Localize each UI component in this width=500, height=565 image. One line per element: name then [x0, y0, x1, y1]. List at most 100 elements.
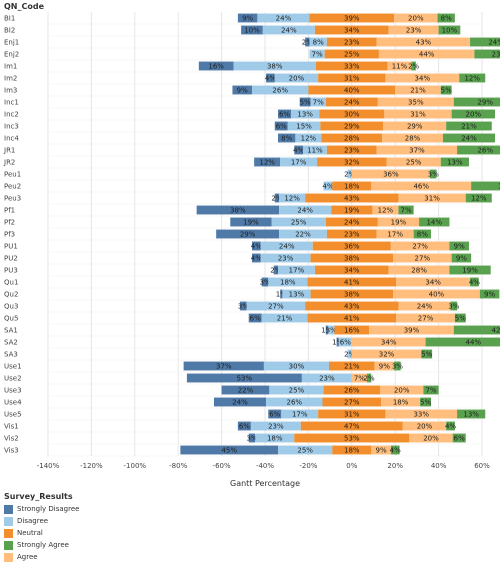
bar-value-label: 1% [276, 291, 287, 299]
bar-value-label: 34% [425, 279, 441, 287]
bar-value-label: 19% [243, 219, 259, 227]
bar-value-label: 39% [404, 327, 420, 335]
bar-value-label: 40% [429, 291, 445, 299]
bar-segment [325, 217, 378, 227]
bar-value-label: 6% [279, 111, 290, 119]
row-label: Qu1 [4, 279, 18, 287]
bar-value-label: 24% [279, 243, 295, 251]
bar-value-label: 21% [277, 315, 293, 323]
bar-value-label: 44% [419, 51, 435, 59]
row-label: Inc1 [4, 99, 19, 107]
bar-value-label: 2% [364, 375, 375, 383]
chart-row: Im3 9% 26% 40% 21% 5% [4, 85, 482, 97]
row-label: Pf2 [4, 219, 15, 227]
bar-segment [390, 445, 400, 455]
bar-segment [280, 289, 283, 299]
bar-segment [347, 349, 352, 359]
row-label: Enj1 [4, 39, 19, 47]
bar-value-label: 8% [313, 39, 324, 47]
bar-segment [413, 229, 432, 239]
x-tick-label: 60% [474, 462, 490, 470]
bar-value-label: 30% [344, 111, 360, 119]
bar-value-label: 20% [289, 75, 305, 83]
legend-swatch [4, 504, 13, 514]
bar-value-label: 21% [410, 87, 426, 95]
bar-segment [393, 253, 452, 263]
bar-segment [294, 433, 410, 443]
bar-value-label: 33% [344, 63, 360, 71]
bar-value-label: 8% [417, 231, 428, 239]
bar-segment [451, 253, 472, 263]
chart-row: Inc4 8% 12% 28% 28% 24% [4, 133, 496, 145]
row-label: Pf3 [4, 231, 15, 239]
bar-segment [440, 85, 452, 95]
bar-value-label: 7% [425, 387, 436, 395]
bar-segment [471, 181, 500, 191]
bar-value-label: 41% [344, 279, 360, 287]
row-header: QN_Code [4, 2, 45, 11]
bar-segment [248, 433, 256, 443]
bar-value-label: 23% [278, 255, 294, 263]
bar-value-label: 35% [408, 99, 424, 107]
bar-value-label: 24% [417, 303, 433, 311]
bar-segment [374, 361, 395, 371]
chart-row: Peu2 4% 18% 46% 32% [4, 181, 500, 193]
row-label: Qu5 [4, 315, 18, 323]
bar-value-label: 20% [423, 435, 439, 443]
chart-row: Vis3 45% 25% 18% 9% 4% [4, 445, 482, 457]
bar-segment [420, 397, 432, 407]
chart-row: Qu3 3% 27% 43% 24% 3% [4, 301, 482, 313]
row-label: SA3 [4, 351, 18, 359]
bar-value-label: 4% [322, 183, 333, 191]
bar-value-label: 18% [344, 447, 360, 455]
bar-segment [274, 193, 280, 203]
bar-segment [377, 217, 420, 227]
bar-value-label: 29% [344, 123, 360, 131]
bar-segment [240, 301, 247, 311]
chart-rows: BI1 9% 24% 39% 20% 8% BI2 10% 24% 34% 23% 10% Enj1 2%… [3, 13, 500, 457]
row-label: JR1 [3, 147, 15, 155]
bar-value-label: 34% [415, 75, 431, 83]
bar-value-label: 7% [312, 51, 323, 59]
bar-value-label: 4% [251, 255, 262, 263]
bar-value-label: 29% [240, 231, 256, 239]
bar-value-label: 24% [344, 219, 360, 227]
bar-value-label: 16% [344, 327, 360, 335]
bar-value-label: 33% [413, 411, 429, 419]
row-label: Qu2 [4, 291, 18, 299]
bar-value-label: 53% [344, 435, 360, 443]
bar-value-label: 20% [466, 111, 482, 119]
bar-value-label: 36% [383, 171, 399, 179]
bar-value-label: 12% [378, 207, 394, 215]
bar-value-label: 11% [307, 147, 323, 155]
bar-value-label: 23% [268, 423, 284, 431]
bar-segment [332, 181, 372, 191]
bar-value-label: 8% [281, 135, 292, 143]
bar-segment [237, 421, 251, 431]
bar-value-label: 3% [238, 303, 249, 311]
bar-value-label: 27% [268, 303, 284, 311]
row-label: Im3 [4, 87, 17, 95]
row-label: SA2 [4, 339, 18, 347]
bar-value-label: 10% [442, 27, 458, 35]
bar-value-label: 2% [302, 39, 313, 47]
bar-value-label: 25% [406, 159, 422, 167]
bar-value-label: 45% [221, 447, 237, 455]
bar-segment [250, 421, 301, 431]
bar-value-label: 21% [344, 363, 360, 371]
bar-segment [402, 421, 447, 431]
row-label: BI1 [4, 15, 15, 23]
bar-value-label: 12% [284, 195, 300, 203]
bar-value-label: 3% [246, 435, 257, 443]
bar-segment [294, 145, 303, 155]
bar-value-label: 21% [461, 123, 477, 131]
bar-segment [423, 385, 439, 395]
bar-value-label: 34% [344, 27, 360, 35]
bar-value-label: 20% [394, 387, 410, 395]
bar-segment [376, 229, 414, 239]
bar-value-label: 6% [276, 123, 287, 131]
row-label: JR2 [3, 159, 15, 167]
bar-segment [319, 109, 385, 119]
bar-segment [421, 349, 433, 359]
bar-value-label: 13% [297, 111, 313, 119]
